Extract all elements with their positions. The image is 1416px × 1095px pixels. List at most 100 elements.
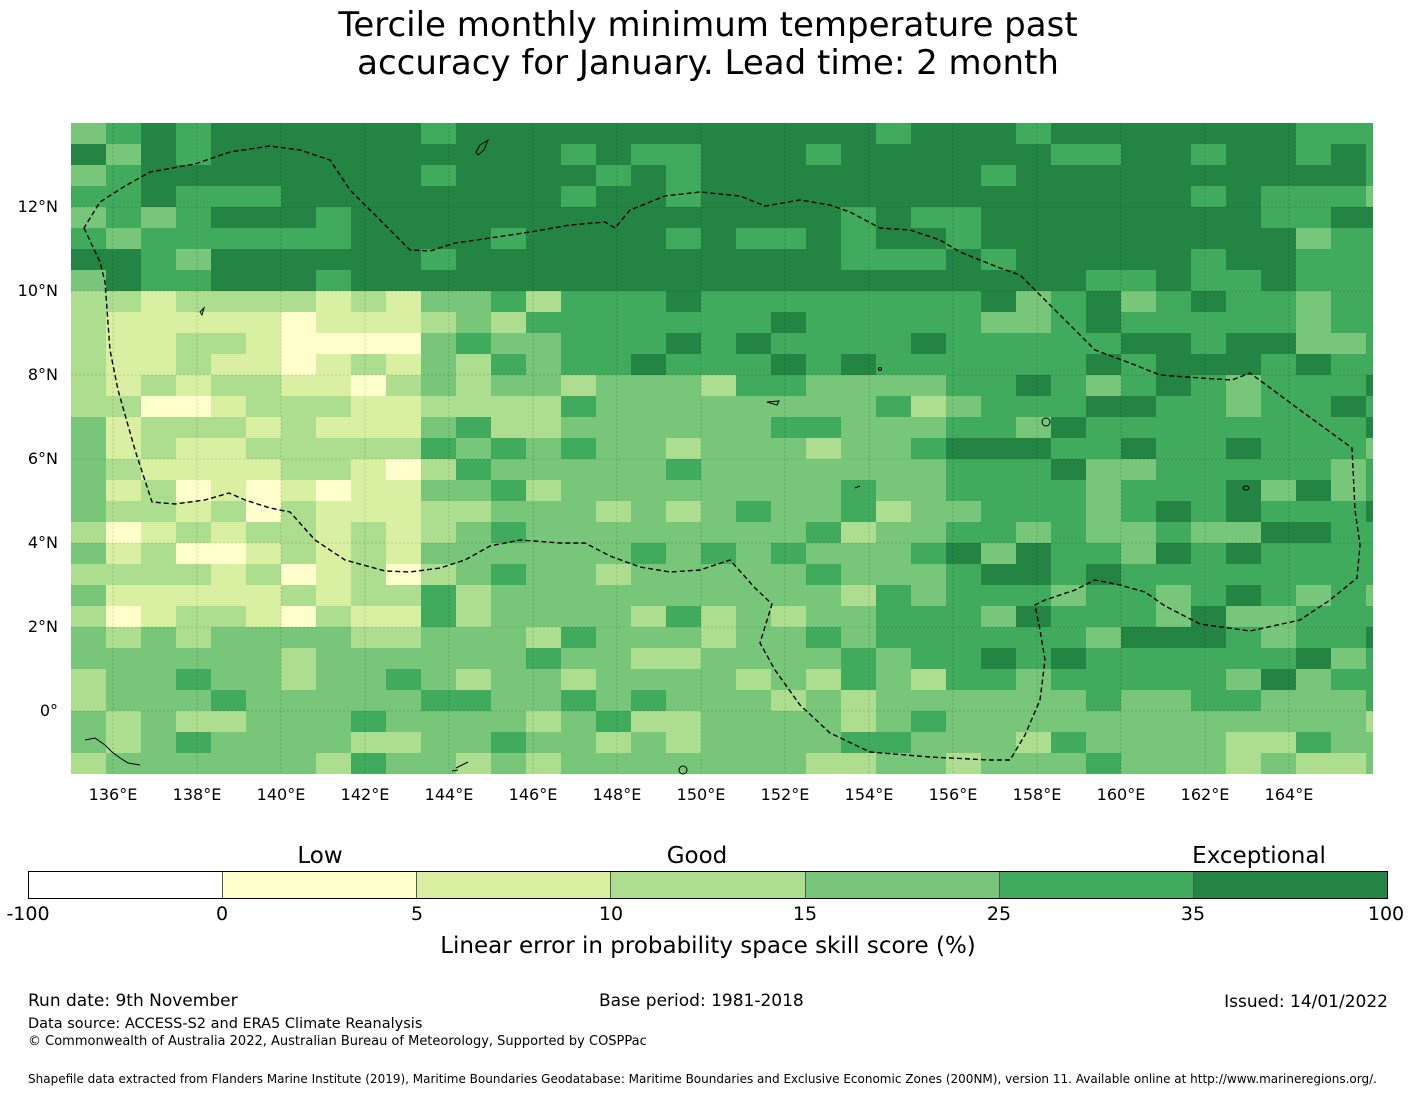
skill-cell bbox=[1296, 165, 1331, 186]
skill-cell bbox=[1261, 270, 1296, 291]
colorbar-segment bbox=[805, 872, 1000, 898]
skill-cell bbox=[351, 564, 386, 585]
skill-cell bbox=[141, 690, 176, 711]
skill-cell bbox=[1121, 711, 1156, 732]
skill-cell bbox=[141, 144, 176, 165]
skill-cell bbox=[421, 291, 456, 312]
skill-cell bbox=[1156, 459, 1191, 480]
skill-cell bbox=[981, 123, 1016, 144]
skill-cell bbox=[1156, 123, 1191, 144]
skill-cell bbox=[1016, 459, 1051, 480]
skill-cell bbox=[1331, 228, 1366, 249]
skill-cell bbox=[351, 438, 386, 459]
colorbar-tick: 15 bbox=[792, 903, 818, 925]
skill-cell bbox=[1016, 354, 1051, 375]
skill-cell bbox=[841, 606, 876, 627]
skill-cell bbox=[281, 123, 316, 144]
skill-cell bbox=[1086, 648, 1121, 669]
skill-cell bbox=[71, 648, 106, 669]
skill-cell bbox=[561, 312, 596, 333]
skill-cell bbox=[946, 669, 981, 690]
skill-cell bbox=[771, 417, 806, 438]
legend-category-exceptional: Exceptional bbox=[1192, 843, 1326, 869]
skill-cell bbox=[911, 690, 946, 711]
skill-cell bbox=[1191, 123, 1226, 144]
skill-cell bbox=[386, 207, 421, 228]
skill-cell bbox=[1226, 291, 1261, 312]
skill-cell bbox=[316, 249, 351, 270]
skill-cell bbox=[841, 270, 876, 291]
skill-cell bbox=[491, 333, 526, 354]
skill-cell bbox=[1051, 354, 1086, 375]
skill-cell bbox=[736, 606, 771, 627]
skill-cell bbox=[456, 711, 491, 732]
skill-cell bbox=[351, 501, 386, 522]
skill-cell bbox=[211, 123, 246, 144]
skill-cell bbox=[386, 165, 421, 186]
skill-cell bbox=[631, 270, 666, 291]
skill-cell bbox=[1366, 732, 1373, 753]
skill-cell bbox=[1086, 123, 1121, 144]
skill-cell bbox=[106, 711, 141, 732]
skill-cell bbox=[876, 228, 911, 249]
skill-cell bbox=[561, 417, 596, 438]
skill-cell bbox=[946, 438, 981, 459]
skill-cell bbox=[1226, 312, 1261, 333]
skill-cell bbox=[771, 228, 806, 249]
skill-cell bbox=[981, 480, 1016, 501]
x-tick-label: 142°E bbox=[340, 785, 390, 804]
skill-cell bbox=[1086, 228, 1121, 249]
skill-cell bbox=[981, 249, 1016, 270]
skill-cell bbox=[281, 627, 316, 648]
skill-cell bbox=[176, 627, 211, 648]
skill-cell bbox=[526, 522, 561, 543]
skill-cell bbox=[596, 690, 631, 711]
skill-cell bbox=[211, 627, 246, 648]
skill-cell bbox=[421, 438, 456, 459]
skill-cell bbox=[946, 270, 981, 291]
eez-boundary bbox=[83, 145, 1361, 761]
skill-cell bbox=[526, 459, 561, 480]
skill-cell bbox=[876, 396, 911, 417]
skill-cell bbox=[981, 186, 1016, 207]
skill-cell bbox=[281, 480, 316, 501]
skill-cell bbox=[911, 480, 946, 501]
skill-cell bbox=[666, 459, 701, 480]
skill-cell bbox=[806, 669, 841, 690]
skill-cell bbox=[981, 459, 1016, 480]
skill-cell bbox=[876, 690, 911, 711]
skill-cell bbox=[141, 522, 176, 543]
skill-cell bbox=[981, 165, 1016, 186]
skill-cell bbox=[1331, 375, 1366, 396]
skill-cell bbox=[841, 396, 876, 417]
skill-cell bbox=[106, 312, 141, 333]
skill-cell bbox=[1191, 606, 1226, 627]
skill-cell bbox=[316, 417, 351, 438]
skill-cell bbox=[841, 501, 876, 522]
skill-cell bbox=[561, 501, 596, 522]
skill-cell bbox=[281, 354, 316, 375]
skill-cell bbox=[71, 186, 106, 207]
skill-cell bbox=[1086, 312, 1121, 333]
skill-cell bbox=[211, 543, 246, 564]
skill-cell bbox=[491, 501, 526, 522]
skill-cell bbox=[1156, 606, 1191, 627]
skill-cell bbox=[281, 690, 316, 711]
skill-cell bbox=[211, 648, 246, 669]
skill-cell bbox=[456, 459, 491, 480]
skill-cell bbox=[876, 249, 911, 270]
skill-cell bbox=[701, 669, 736, 690]
skill-cell bbox=[1366, 207, 1373, 228]
skill-cell bbox=[771, 606, 806, 627]
skill-cell bbox=[631, 564, 666, 585]
skill-cell bbox=[491, 480, 526, 501]
skill-cell bbox=[491, 186, 526, 207]
skill-cell bbox=[456, 270, 491, 291]
skill-cell bbox=[1226, 459, 1261, 480]
skill-cell bbox=[456, 627, 491, 648]
skill-cell bbox=[1016, 312, 1051, 333]
skill-cell bbox=[876, 291, 911, 312]
skill-cell bbox=[876, 543, 911, 564]
skill-cell bbox=[561, 669, 596, 690]
